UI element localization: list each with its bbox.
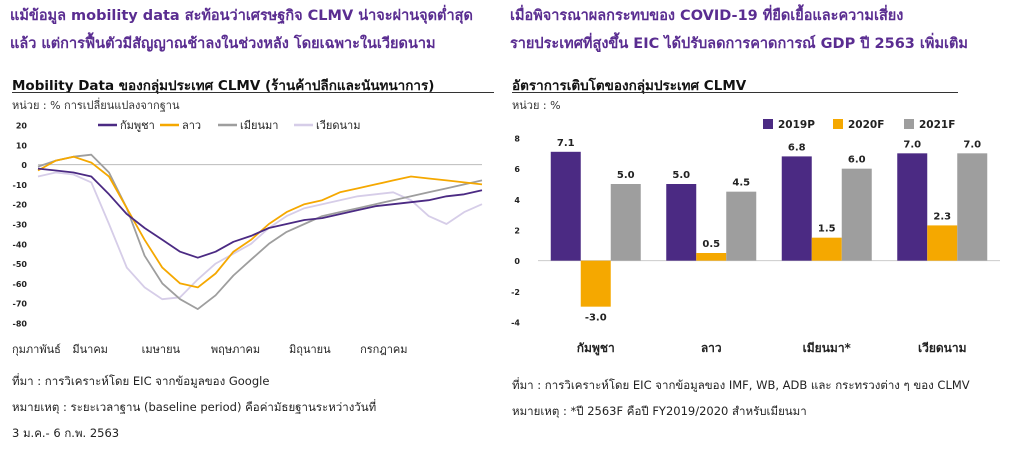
right-headline-line-2: รายประเทศที่สูงขึ้น EIC ได้ปรับลดการคาดก… (510, 36, 968, 52)
y-tick-label: 8 (514, 135, 520, 144)
legend-label: 2020F (848, 119, 884, 131)
x-tick-label: มิถุนายน (289, 343, 331, 356)
y-tick-label: 0 (21, 161, 27, 170)
bar (696, 253, 727, 261)
left-headline-line-2: แล้ว แต่การฟื้นตัวมีสัญญาณช้าลงในช่วงหลั… (10, 36, 436, 52)
category-label: กัมพูชา (577, 341, 615, 356)
bar-value-label: 4.5 (732, 178, 750, 189)
left-title-rule (12, 92, 494, 93)
x-tick-label: มีนาคม (72, 343, 108, 356)
left-chart-title: Mobility Data ของกลุ่มประเทศ CLMV (ร้านค… (12, 78, 435, 94)
left-remark-note: หมายเหตุ : ระยะเวลาฐาน (baseline period)… (12, 400, 377, 414)
bar-value-label: -3.0 (585, 313, 607, 324)
series-line (37, 155, 483, 289)
bar-value-label: 0.5 (702, 239, 720, 250)
bar (666, 184, 697, 261)
left-headline-line-1: แม้ข้อมูล mobility data สะท้อนว่าเศรษฐกิ… (10, 8, 473, 24)
bar (610, 184, 641, 261)
y-tick-label: 10 (16, 141, 28, 150)
legend-label: กัมพูชา (120, 119, 155, 132)
bar-value-label: 1.5 (818, 224, 836, 235)
bar (927, 225, 958, 261)
bar-value-label: 6.8 (788, 142, 806, 153)
x-tick-label: เมษายน (142, 343, 181, 356)
bar-value-label: 5.0 (672, 170, 690, 181)
category-label: เมียนมา* (803, 341, 852, 355)
x-tick-label: กุมภาพันธ์ (12, 343, 61, 356)
mobility-line-chart: 20 10 0 -10 -20 -30 -40 -50 -60 -70 -80 กุมภาพันธ์ ม… (12, 119, 483, 356)
left-unit-label: หน่วย : % การเปลี่ยนแปลงจากฐาน (12, 99, 180, 112)
bar (897, 153, 928, 261)
bar (781, 156, 812, 261)
left-remark-note-2: 3 ม.ค.- 6 ก.พ. 2563 (12, 426, 120, 440)
category-label: เวียดนาม (918, 341, 967, 355)
legend-swatch (763, 119, 773, 129)
y-tick-label: 20 (16, 122, 28, 131)
series-line (37, 153, 483, 311)
bar-value-label: 6.0 (848, 155, 866, 166)
right-unit-label: หน่วย : % (512, 99, 561, 112)
right-headline-line-1: เมื่อพิจารณาผลกระทบของ COVID-19 ที่ยืดเย… (510, 8, 904, 24)
right-chart-title: อัตราการเติบโตของกลุ่มประเทศ CLMV (512, 78, 747, 94)
legend-label: ลาว (182, 119, 201, 132)
y-tick-label: -2 (511, 288, 520, 297)
y-tick-label: -60 (13, 280, 28, 289)
y-tick-label: 6 (514, 165, 520, 174)
bar (550, 151, 581, 261)
right-title-rule (512, 92, 958, 93)
legend-label: เมียนมา (240, 119, 278, 132)
y-tick-label: -70 (13, 300, 28, 309)
legend-swatch (833, 119, 843, 129)
bar-value-label: 5.0 (617, 170, 635, 181)
y-tick-label: 2 (514, 227, 520, 236)
series-line (37, 167, 483, 259)
y-tick-label: 4 (514, 196, 520, 205)
y-tick-label: -40 (13, 240, 28, 249)
bar (811, 237, 842, 261)
y-tick-label: -50 (13, 260, 28, 269)
bar (580, 260, 611, 307)
y-tick-label: -4 (511, 319, 520, 328)
x-tick-label: กรกฎาคม (360, 343, 407, 356)
right-source-note: ที่มา : การวิเคราะห์โดย EIC จากข้อมูลของ… (512, 378, 970, 392)
legend-label: 2019P (778, 119, 815, 131)
legend-label: เวียดนาม (316, 119, 360, 132)
x-tick-label: พฤษภาคม (211, 343, 260, 356)
bar (957, 153, 988, 261)
legend-swatch (904, 119, 914, 129)
series-line (37, 171, 483, 301)
y-tick-label: -10 (13, 181, 28, 190)
bar-value-label: 7.0 (903, 139, 921, 150)
y-tick-label: -80 (13, 320, 28, 329)
bar-value-label: 2.3 (933, 211, 951, 222)
bar-value-label: 7.1 (557, 138, 575, 149)
bar-value-label: 7.0 (963, 139, 981, 150)
gdp-bar-chart: 8 6 4 2 0 -2 -4 2019P 2020F 2021F 7.1 -3.0 5.0 กัมพูช… (511, 119, 1000, 356)
bar (841, 168, 872, 261)
right-remark-note: หมายเหตุ : *ปี 2563F คือปี FY2019/2020 ส… (512, 404, 807, 418)
legend-label: 2021F (919, 119, 955, 131)
bar (726, 191, 757, 261)
y-tick-label: -20 (13, 201, 28, 210)
y-tick-label: -30 (13, 221, 28, 230)
category-label: ลาว (701, 341, 722, 355)
left-source-note: ที่มา : การวิเคราะห์โดย EIC จากข้อมูลของ… (12, 374, 270, 388)
y-tick-label: 0 (514, 257, 520, 266)
